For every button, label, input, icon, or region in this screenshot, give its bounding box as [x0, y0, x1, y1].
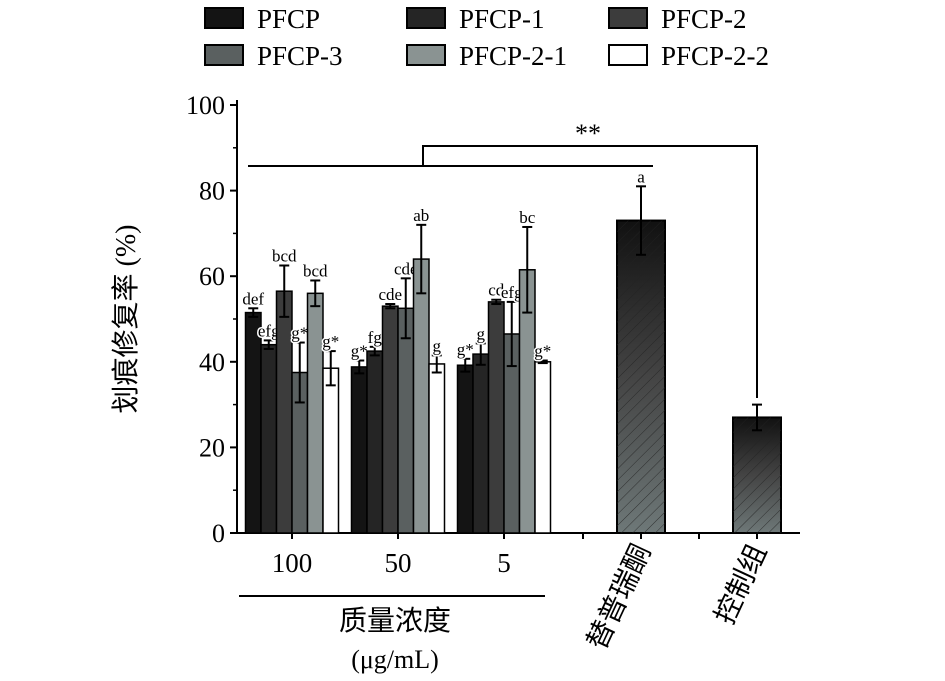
- bar: [366, 350, 384, 534]
- bar: [322, 367, 340, 534]
- legend-swatch: [406, 44, 446, 66]
- significance-letter: cd: [488, 281, 505, 300]
- legend-label: PFCP: [257, 4, 320, 34]
- legend-label: PFCP-2-1: [459, 41, 567, 71]
- bar: [397, 307, 415, 534]
- significance-letter: efg: [501, 283, 523, 302]
- bar: [472, 353, 490, 534]
- bar: [534, 361, 552, 534]
- legend-swatch: [204, 44, 244, 66]
- y-tick-label: 60: [199, 262, 225, 291]
- bar: [244, 311, 262, 534]
- significance-letter: g: [433, 336, 442, 355]
- legend-swatch: [608, 7, 648, 29]
- x-axis-unit: (μg/mL): [351, 645, 439, 674]
- legend-swatch: [608, 44, 648, 66]
- legend-swatch: [204, 7, 244, 29]
- y-tick-label: 40: [199, 348, 225, 377]
- bar: [381, 305, 399, 534]
- significance-letter: ab: [413, 206, 429, 225]
- bar: [306, 292, 324, 534]
- y-axis-label: 划痕修复率 (%): [110, 225, 142, 414]
- significance-letter: g*: [351, 342, 368, 361]
- bar: [260, 343, 278, 534]
- x-tick-label: 替普瑞酮: [581, 539, 657, 654]
- bar: [275, 290, 293, 534]
- significance-letter: cde: [378, 285, 402, 304]
- significance-letter: def: [242, 289, 264, 308]
- significance-letter: g*: [322, 332, 339, 351]
- x-tick-label: 控制组: [709, 539, 774, 629]
- legend-label: PFCP-3: [257, 41, 343, 71]
- significance-bracket: [422, 145, 758, 398]
- significance-letter: bcd: [303, 261, 328, 280]
- x-tick-label: 100: [272, 548, 313, 578]
- y-tick-label: 20: [199, 433, 225, 462]
- bar-hatch: [733, 417, 781, 533]
- significance-letter: g*: [457, 340, 474, 359]
- significance-letter: g*: [534, 342, 551, 361]
- significance-letter: bcd: [272, 247, 297, 266]
- legend: PFCP PFCP-1 PFCP-2 PFCP-3 PFCP-2-1 PFCP-2-2: [204, 4, 769, 71]
- significance-letter: fg: [368, 328, 383, 347]
- bar: [487, 301, 505, 534]
- bar: [350, 366, 368, 534]
- significance-letter: efg: [258, 321, 280, 340]
- bar: [456, 364, 474, 534]
- significance-letter: a: [637, 167, 645, 186]
- significance-letter: g*: [291, 324, 308, 343]
- x-tick-label: 5: [497, 548, 511, 578]
- legend-swatch: [406, 7, 446, 29]
- bar: [428, 363, 446, 534]
- significance-marker: **: [575, 119, 601, 148]
- significance-letter: cde: [394, 259, 418, 278]
- significance-letter: bc: [519, 208, 536, 227]
- bar: [412, 258, 430, 534]
- y-tick-label: 0: [212, 519, 225, 548]
- significance-letter: g: [477, 324, 486, 343]
- legend-label: PFCP-1: [459, 4, 545, 34]
- x-axis-label: 质量浓度: [339, 605, 451, 637]
- y-tick-label: 80: [199, 177, 225, 206]
- bar-hatch: [617, 220, 665, 533]
- x-tick-label: 50: [385, 548, 412, 578]
- legend-label: PFCP-2: [661, 4, 747, 34]
- legend-label: PFCP-2-2: [661, 41, 769, 71]
- y-tick-label: 100: [186, 91, 225, 120]
